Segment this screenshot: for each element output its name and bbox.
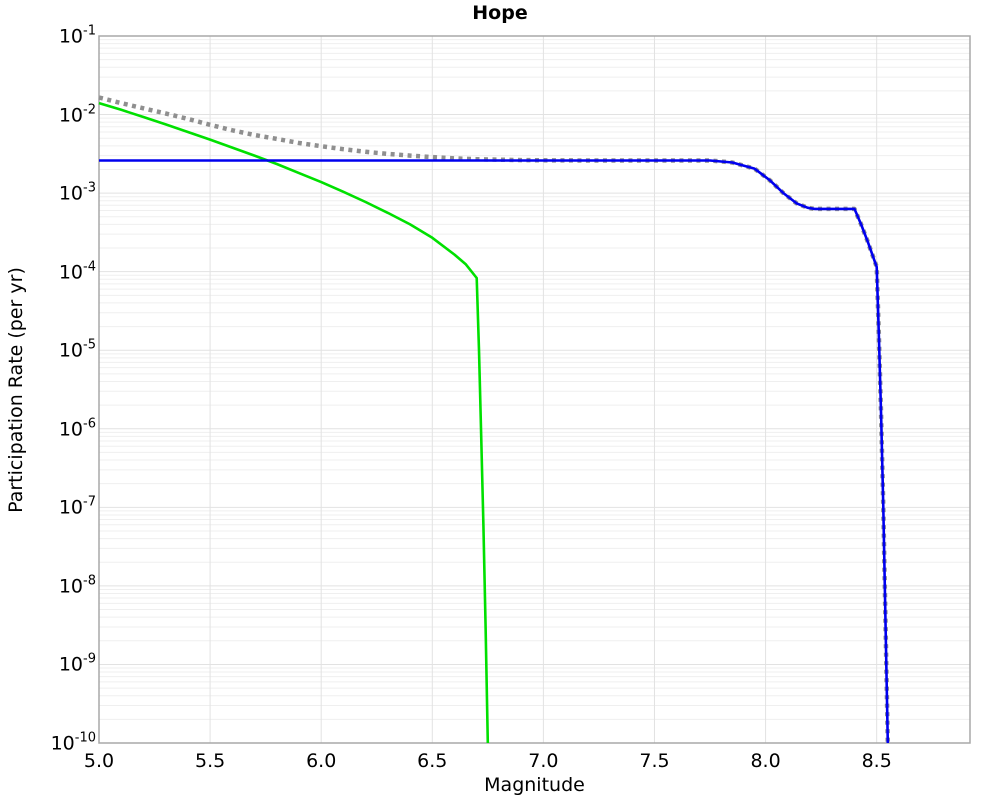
x-tick-label: 7.0 [528,750,559,772]
x-axis-label: Magnitude [484,774,585,796]
series-total-rate-dotted [98,95,891,744]
y-tick-label: 10-10 [50,730,96,755]
y-tick-label: 10-3 [58,180,96,205]
y-tick-label: 10-1 [58,23,96,48]
y-axis-label: Participation Rate (per yr) [5,266,27,513]
x-tick-label: 5.5 [194,750,226,772]
x-tick-label: 7.5 [639,750,670,772]
y-tick-label: 10-6 [58,416,96,441]
series-gr-branch-green [98,101,490,744]
y-tick-label: 10-5 [58,337,96,362]
x-tick-label: 8.0 [750,750,781,772]
x-tick-label: 8.5 [861,750,892,772]
x-tick-label: 6.0 [306,750,337,772]
y-tick-label: 10-8 [58,573,96,598]
y-tick-label: 10-4 [58,258,96,284]
y-tick-label: 10-7 [58,494,96,519]
x-tick-label: 6.5 [417,750,448,772]
series-characteristic-branch-blue [99,159,890,744]
y-tick-label: 10-2 [58,101,96,127]
x-tick-label: 5.0 [83,750,115,772]
chart-title: Hope [472,2,528,24]
y-tick-label: 10-9 [58,651,96,677]
plot-border [98,35,971,744]
